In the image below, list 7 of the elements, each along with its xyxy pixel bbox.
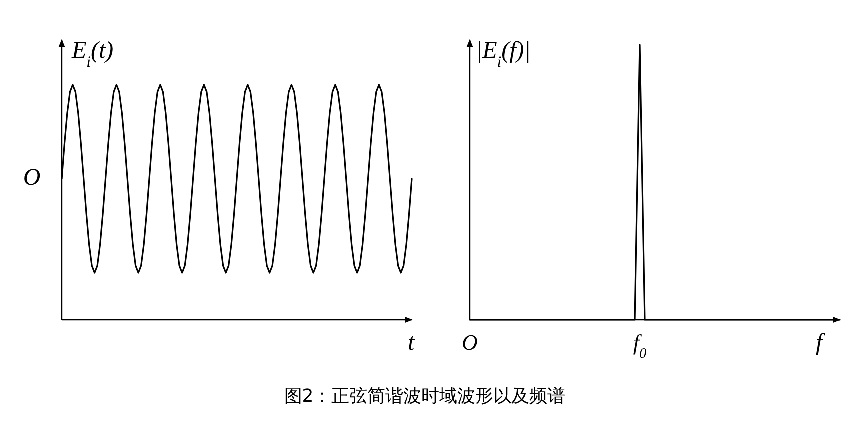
y-axis-title: |E$_{i}$(f)| (476, 38, 531, 70)
x-axis-title: t (408, 330, 416, 356)
y-axis-title: E$_{i}$(t) (71, 38, 114, 70)
text: O (23, 165, 41, 191)
caption: 图2：正弦简谐波时域波形以及频谱 (284, 386, 566, 407)
x-axis-title: f (816, 330, 826, 356)
x-tick-label: f$_{0}$ (633, 330, 647, 362)
